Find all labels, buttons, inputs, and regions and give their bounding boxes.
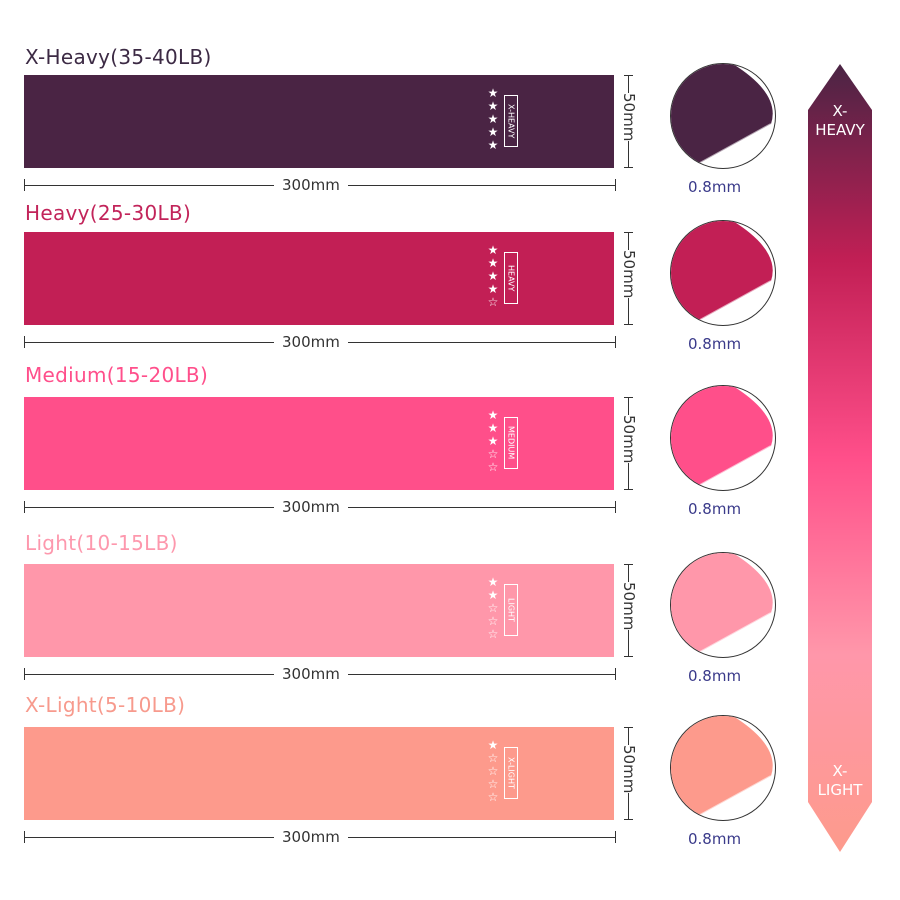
length-dimension: 300mm [24,828,616,846]
width-label: 50mm [620,415,638,464]
length-label: 300mm [274,665,348,683]
width-dimension: 50mm [620,564,640,657]
resistance-band: ★ ★ ★ ★ ☆ HEAVY [24,232,614,325]
level-tag: MEDIUM [504,417,518,469]
length-dimension: 300mm [24,333,616,351]
width-dimension: 50mm [620,232,640,325]
thickness-label: 0.8mm [688,335,742,353]
star-filled-icon: ★ [487,112,499,126]
length-dimension: 300mm [24,665,616,683]
star-empty-icon: ☆ [487,764,499,778]
band-title: X-Heavy(35-40LB) [25,45,212,69]
star-filled-icon: ★ [487,256,499,270]
band-thickness-closeup [670,220,776,326]
star-rating: ★ ★ ☆ ☆ ☆ [486,576,500,641]
band-title: Medium(15-20LB) [25,363,209,387]
level-tag: HEAVY [504,252,518,304]
width-dimension: 50mm [620,727,640,820]
thickness-label: 0.8mm [688,830,742,848]
star-rating: ★ ★ ★ ☆ ☆ [486,409,500,474]
star-filled-icon: ★ [487,738,499,752]
length-label: 300mm [274,828,348,846]
star-filled-icon: ★ [487,434,499,448]
level-tag: X-LIGHT [504,747,518,799]
thickness-label: 0.8mm [688,178,742,196]
star-filled-icon: ★ [487,269,499,283]
star-empty-icon: ☆ [487,614,499,628]
width-label: 50mm [620,582,638,631]
star-filled-icon: ★ [487,138,499,152]
thickness-label: 0.8mm [688,500,742,518]
level-tag: LIGHT [504,584,518,636]
width-label: 50mm [620,93,638,142]
star-empty-icon: ☆ [487,447,499,461]
star-filled-icon: ★ [487,408,499,422]
length-label: 300mm [274,176,348,194]
band-title: X-Light(5-10LB) [25,693,186,717]
band-thickness-closeup [670,63,776,169]
length-dimension: 300mm [24,176,616,194]
resistance-band: ★ ★ ★ ★ ★ X-HEAVY [24,75,614,168]
star-filled-icon: ★ [487,575,499,589]
star-rating: ★ ★ ★ ★ ★ [486,87,500,152]
band-thickness-closeup [670,552,776,658]
length-label: 300mm [274,333,348,351]
star-empty-icon: ☆ [487,777,499,791]
resistance-band: ★ ☆ ☆ ☆ ☆ X-LIGHT [24,727,614,820]
star-empty-icon: ☆ [487,790,499,804]
star-empty-icon: ☆ [487,460,499,474]
star-rating: ★ ☆ ☆ ☆ ☆ [486,739,500,804]
resistance-scale-arrow [808,64,872,852]
star-empty-icon: ☆ [487,627,499,641]
length-dimension: 300mm [24,498,616,516]
star-filled-icon: ★ [487,282,499,296]
star-filled-icon: ★ [487,86,499,100]
star-empty-icon: ☆ [487,601,499,615]
band-thickness-closeup [670,715,776,821]
level-tag: X-HEAVY [504,95,518,147]
resistance-band: ★ ★ ☆ ☆ ☆ LIGHT [24,564,614,657]
scale-top-label: X- HEAVY [815,102,865,139]
star-rating: ★ ★ ★ ★ ☆ [486,244,500,309]
scale-bottom-label: X- LIGHT [817,762,863,799]
band-title: Light(10-15LB) [25,531,178,555]
thickness-label: 0.8mm [688,667,742,685]
band-title: Heavy(25-30LB) [25,201,192,225]
star-empty-icon: ☆ [487,295,499,309]
band-thickness-closeup [670,385,776,491]
width-label: 50mm [620,745,638,794]
resistance-band: ★ ★ ★ ☆ ☆ MEDIUM [24,397,614,490]
star-filled-icon: ★ [487,125,499,139]
star-filled-icon: ★ [487,421,499,435]
star-filled-icon: ★ [487,243,499,257]
star-empty-icon: ☆ [487,751,499,765]
length-label: 300mm [274,498,348,516]
width-dimension: 50mm [620,397,640,490]
star-filled-icon: ★ [487,99,499,113]
star-filled-icon: ★ [487,588,499,602]
width-label: 50mm [620,250,638,299]
width-dimension: 50mm [620,75,640,168]
